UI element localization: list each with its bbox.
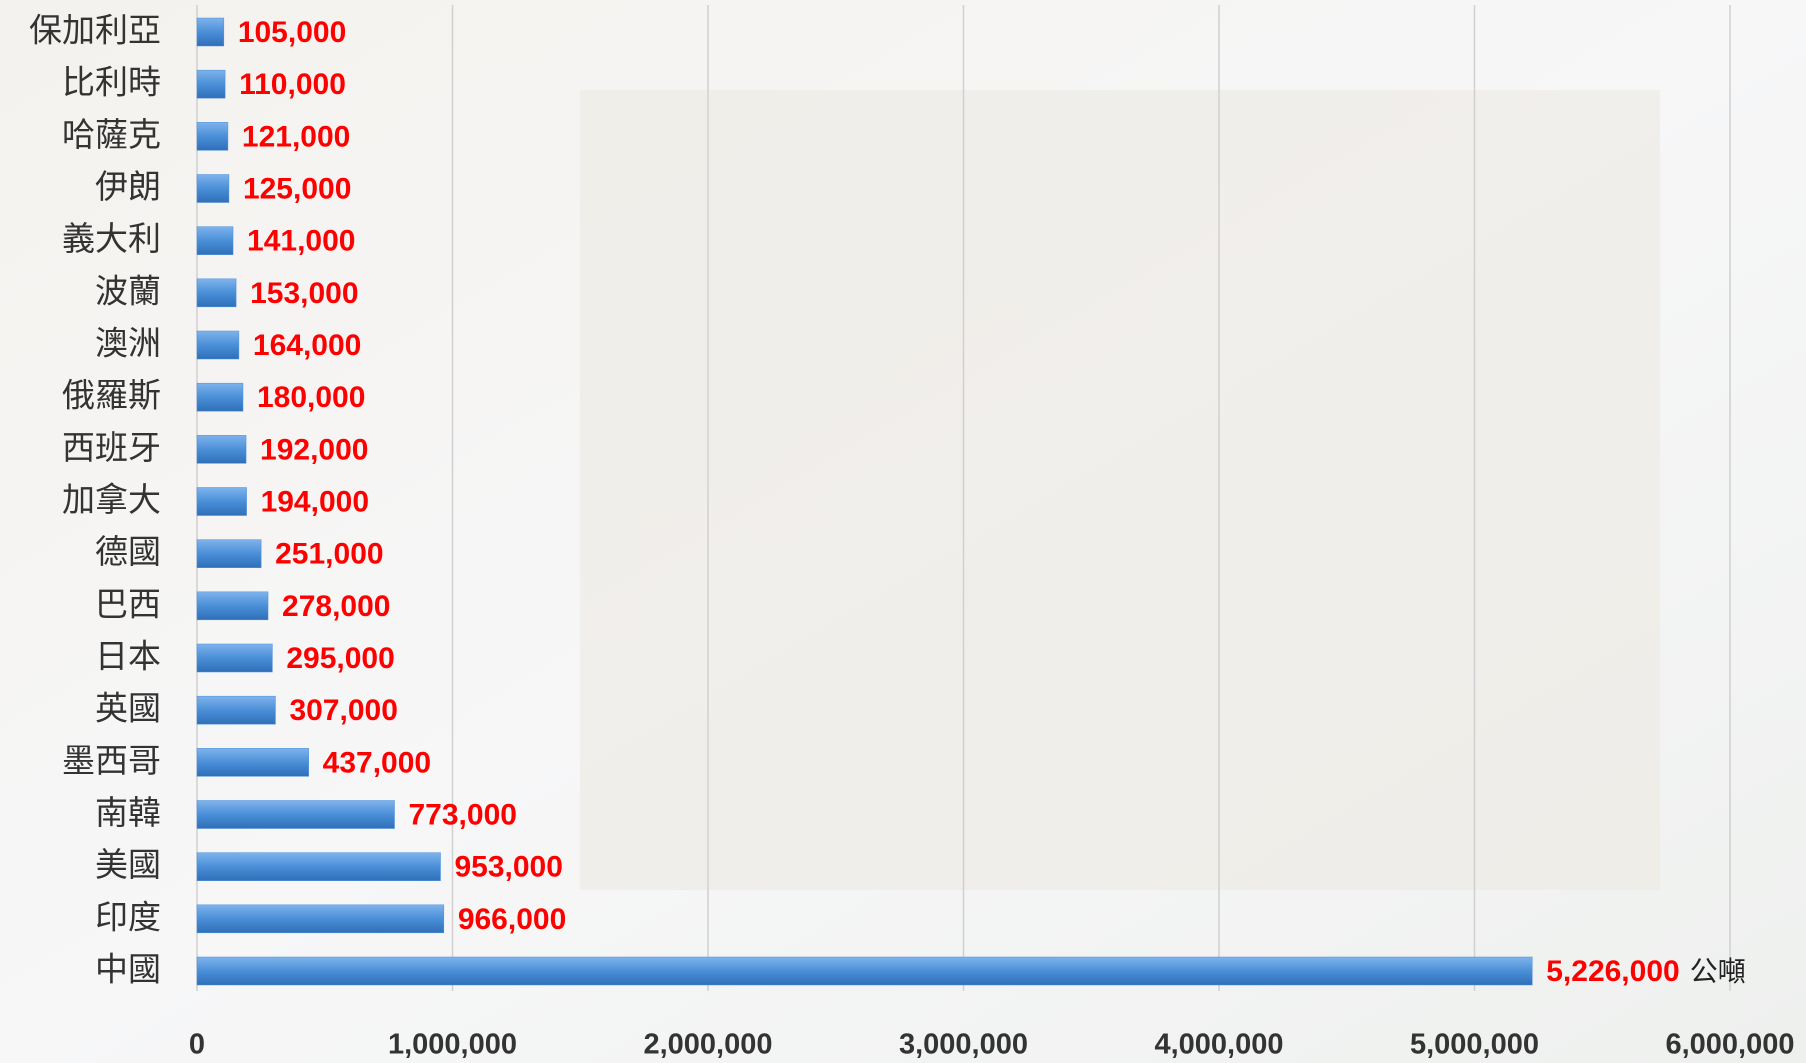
value-label: 5,226,000 xyxy=(1546,955,1679,988)
building-backdrop xyxy=(580,90,1660,890)
value-label: 141,000 xyxy=(247,225,355,258)
bar xyxy=(197,175,229,203)
value-label: 180,000 xyxy=(257,381,365,414)
value-label: 966,000 xyxy=(458,903,566,936)
category-label: 波蘭 xyxy=(95,271,161,310)
x-tick-label: 2,000,000 xyxy=(643,1029,772,1061)
category-label: 加拿大 xyxy=(62,480,161,519)
bar xyxy=(197,592,268,620)
category-label: 巴西 xyxy=(95,584,161,623)
value-label: 164,000 xyxy=(253,329,361,362)
category-label: 俄羅斯 xyxy=(62,376,161,415)
bar xyxy=(197,644,272,672)
category-label: 南韓 xyxy=(95,793,161,832)
category-label: 保加利亞 xyxy=(29,11,161,50)
value-label: 773,000 xyxy=(409,798,517,831)
x-tick-label: 4,000,000 xyxy=(1154,1029,1283,1061)
category-label: 日本 xyxy=(95,637,161,676)
category-label: 哈薩克 xyxy=(62,115,161,154)
value-label: 194,000 xyxy=(261,485,369,518)
x-tick-label: 6,000,000 xyxy=(1665,1029,1794,1061)
value-label: 278,000 xyxy=(282,590,390,623)
category-label: 美國 xyxy=(95,845,161,884)
bar xyxy=(197,122,228,150)
bar xyxy=(197,853,440,881)
category-label: 義大利 xyxy=(62,219,161,258)
value-label: 125,000 xyxy=(243,172,351,205)
value-label: 192,000 xyxy=(260,433,368,466)
bar xyxy=(197,801,395,829)
category-label: 澳洲 xyxy=(95,324,161,363)
bar xyxy=(197,905,444,933)
category-label: 比利時 xyxy=(62,63,161,102)
bar xyxy=(197,748,309,776)
bar xyxy=(197,696,275,724)
bar xyxy=(197,957,1532,985)
value-label: 105,000 xyxy=(238,16,346,49)
bar xyxy=(197,70,225,98)
value-label: 295,000 xyxy=(286,642,394,675)
category-label: 英國 xyxy=(95,689,161,728)
bar xyxy=(197,435,246,463)
page: 0 1,000,000 2,000,000 3,000,000 4,000,000 5,0… xyxy=(0,0,1806,1063)
value-label: 251,000 xyxy=(275,538,383,571)
value-label: 121,000 xyxy=(242,120,350,153)
category-label: 印度 xyxy=(95,897,161,936)
category-label: 中國 xyxy=(95,950,161,989)
category-label: 德國 xyxy=(95,532,161,571)
x-tick-label: 5,000,000 xyxy=(1410,1029,1539,1061)
x-tick-label: 1,000,000 xyxy=(388,1029,517,1061)
category-label: 西班牙 xyxy=(62,428,161,467)
unit-label: 公噸 xyxy=(1690,955,1746,988)
bar xyxy=(197,383,243,411)
category-label: 墨西哥 xyxy=(62,741,161,780)
bar xyxy=(197,540,261,568)
bar xyxy=(197,488,247,516)
x-tick-label: 0 xyxy=(189,1029,205,1061)
x-tick-label: 3,000,000 xyxy=(899,1029,1028,1061)
bar xyxy=(197,331,239,359)
value-label: 153,000 xyxy=(250,277,358,310)
bar xyxy=(197,18,224,46)
value-label: 437,000 xyxy=(323,746,431,779)
chart: 0 1,000,000 2,000,000 3,000,000 4,000,000 5,0… xyxy=(0,0,1806,1063)
bar xyxy=(197,227,233,255)
category-label: 伊朗 xyxy=(95,167,161,206)
value-label: 953,000 xyxy=(454,851,562,884)
value-label: 110,000 xyxy=(239,68,346,101)
bar xyxy=(197,279,236,307)
value-label: 307,000 xyxy=(289,694,397,727)
